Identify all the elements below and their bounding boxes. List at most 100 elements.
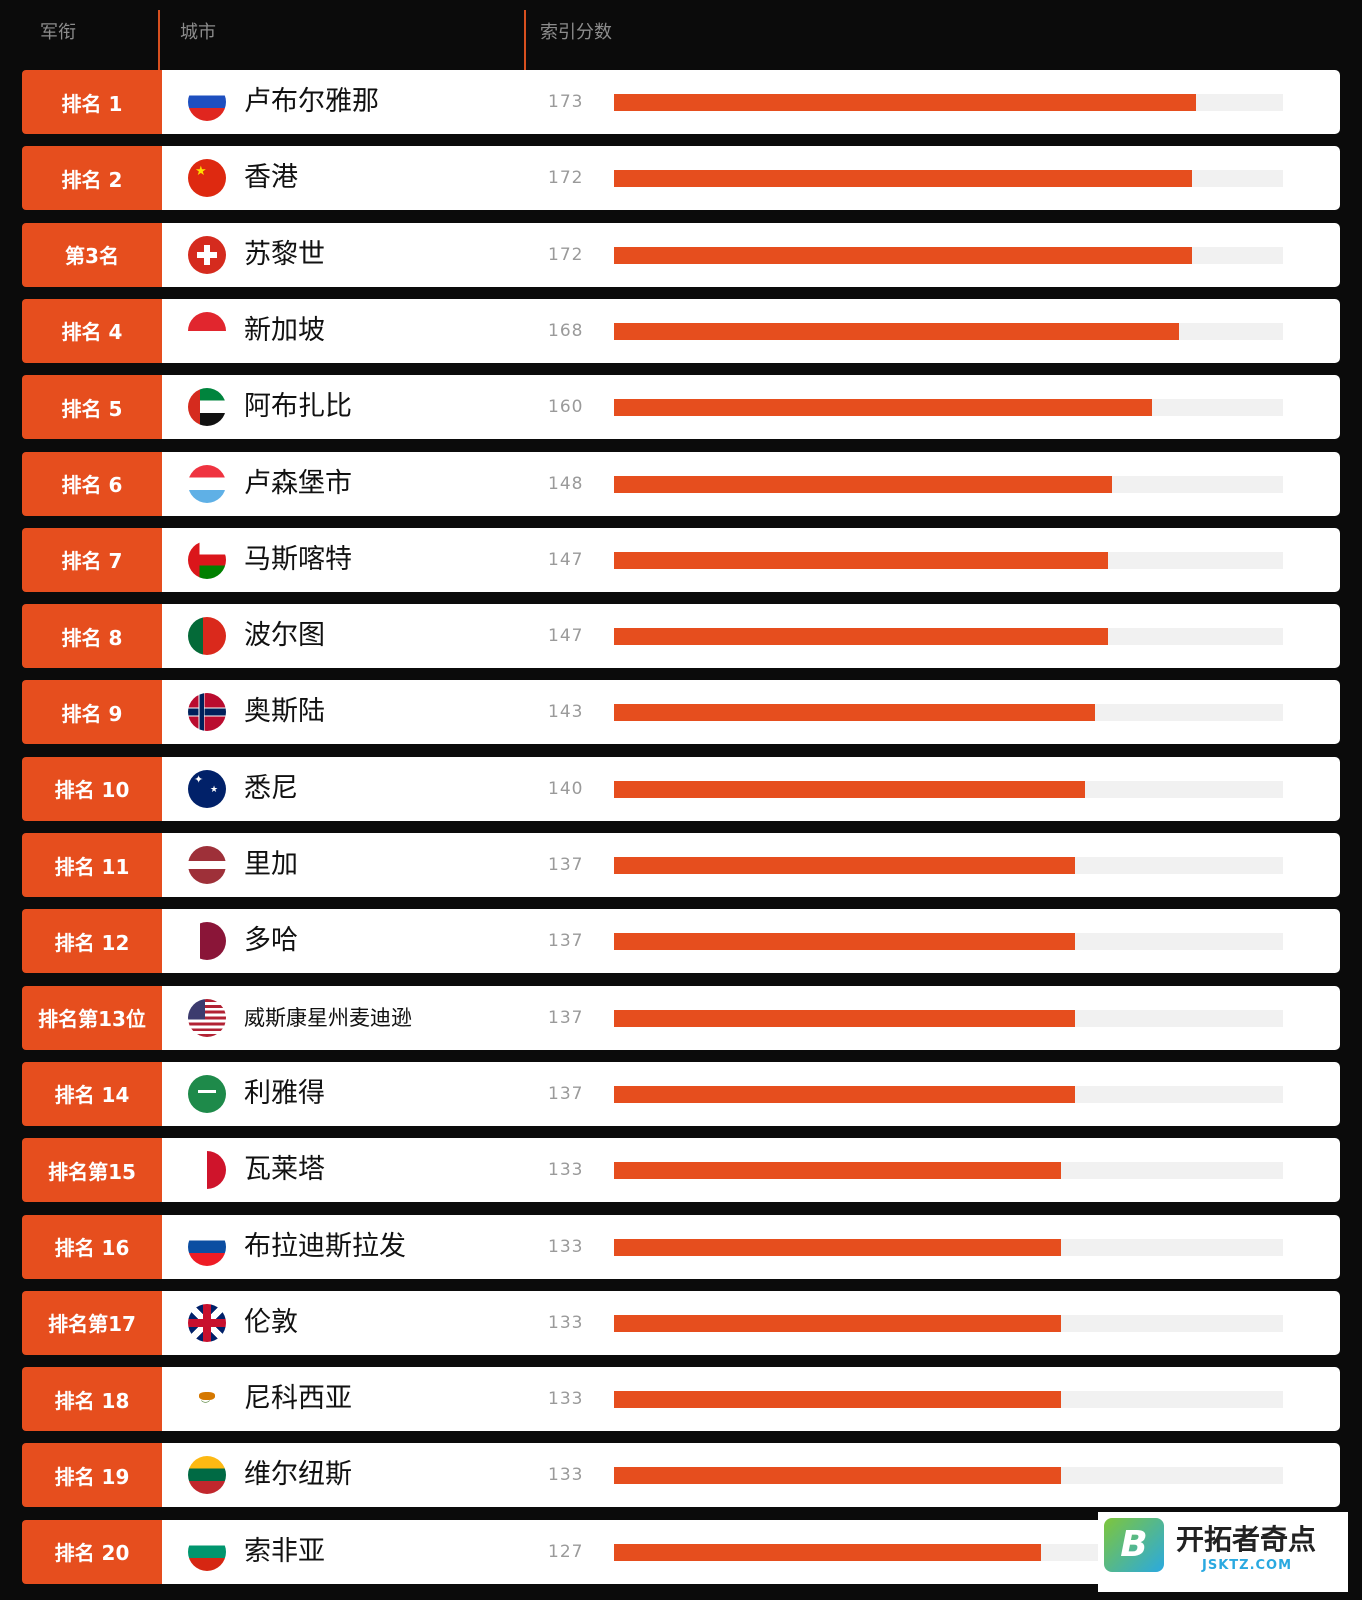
- city-label: 马斯喀特: [244, 543, 352, 575]
- score-value: 133: [548, 1465, 584, 1486]
- chart-row: 排名 7 马斯喀特 147: [22, 527, 1340, 592]
- bar-track: [614, 1391, 1283, 1409]
- score-value: 137: [548, 1007, 584, 1028]
- bar-track: [614, 475, 1283, 493]
- rank-label: 排名 11: [22, 833, 162, 897]
- table-header: 军衔 城市 索引分数: [0, 0, 1362, 72]
- watermark-brand: 开拓者奇点: [1176, 1523, 1317, 1556]
- rank-column-header: 军衔: [40, 22, 76, 43]
- saudi-arabia-flag-icon: [188, 1074, 226, 1113]
- bar: [614, 1238, 1062, 1256]
- portugal-flag-icon: [188, 617, 226, 656]
- chart-row: 排名 11 里加 137: [22, 833, 1340, 897]
- switzerland-flag-icon: [188, 235, 226, 274]
- bar: [614, 857, 1075, 874]
- bar-track: [614, 1009, 1283, 1027]
- watermark-logo: B 开拓者奇点 JSKTZ.COM: [1098, 1512, 1348, 1592]
- chart-row: 排名 12 多哈 137: [22, 909, 1340, 974]
- city-label: 阿布扎比: [244, 391, 352, 423]
- uae-flag-icon: [188, 388, 226, 427]
- rank-label: 第3名: [22, 222, 162, 287]
- bar: [614, 399, 1152, 417]
- bar-track: [614, 94, 1283, 111]
- bar: [614, 780, 1085, 798]
- score-value: 127: [548, 1541, 584, 1562]
- row-card: 瓦莱塔 133: [162, 1138, 1340, 1203]
- rank-label: 排名 12: [22, 909, 162, 974]
- bar: [614, 94, 1196, 111]
- bar: [614, 170, 1193, 188]
- row-card: 卢布尔雅那 173: [162, 70, 1340, 134]
- score-value: 140: [548, 778, 584, 799]
- bar: [614, 628, 1109, 646]
- chart-row: 排名 5 阿布扎比 160: [22, 375, 1340, 440]
- city-label: 索非亚: [244, 1535, 325, 1567]
- malta-flag-icon: [188, 1151, 226, 1190]
- row-card: 马斯喀特 147: [162, 527, 1340, 592]
- score-value: 147: [548, 549, 584, 570]
- bar-track: [614, 704, 1283, 722]
- oman-flag-icon: [188, 540, 226, 579]
- rank-label: 排名 20: [22, 1519, 162, 1584]
- score-value: 137: [548, 855, 584, 875]
- bar: [614, 1314, 1062, 1332]
- rank-label: 排名第15: [22, 1138, 162, 1203]
- bar-track: [614, 551, 1283, 569]
- row-card: 威斯康星州麦迪逊 137: [162, 985, 1340, 1050]
- chart-row: 排名第17 伦敦 133: [22, 1290, 1340, 1355]
- singapore-flag-icon: [188, 311, 226, 350]
- bar-track: [614, 246, 1283, 264]
- chart-row: 排名 1 卢布尔雅那 173: [22, 70, 1340, 134]
- chart-row: 排名 4 新加坡 168: [22, 298, 1340, 363]
- bar-track: [614, 322, 1283, 340]
- rank-label: 排名 14: [22, 1061, 162, 1126]
- rank-label: 排名 9: [22, 680, 162, 745]
- bar: [614, 933, 1075, 951]
- bar: [614, 475, 1112, 493]
- row-card: 卢森堡市 148: [162, 451, 1340, 516]
- bar-track: [614, 1162, 1283, 1180]
- chart-row: 排名 6 卢森堡市 148: [22, 451, 1340, 516]
- lithuania-flag-icon: [188, 1456, 226, 1495]
- score-value: 173: [548, 92, 584, 112]
- bar-track: [614, 1467, 1283, 1485]
- bar: [614, 1009, 1075, 1027]
- city-column-header: 城市: [180, 22, 216, 43]
- bar: [614, 322, 1179, 340]
- score-value: 148: [548, 473, 584, 494]
- chart-row: 排名 9 奥斯陆 143: [22, 680, 1340, 745]
- bar-track: [614, 399, 1283, 417]
- bar: [614, 1085, 1075, 1103]
- bar-track: [614, 1085, 1283, 1103]
- row-card: 波尔图 147: [162, 604, 1340, 669]
- city-label: 伦敦: [244, 1306, 298, 1338]
- bar: [614, 1162, 1062, 1180]
- city-label: 悉尼: [244, 772, 298, 804]
- rank-label: 排名 18: [22, 1367, 162, 1432]
- city-label: 布拉迪斯拉发: [244, 1230, 406, 1262]
- bar-track: [614, 780, 1283, 798]
- usa-flag-icon: [188, 998, 226, 1037]
- city-label: 苏黎世: [244, 238, 325, 270]
- rank-label: 排名 16: [22, 1214, 162, 1279]
- bar: [614, 1543, 1041, 1561]
- chart-row: 排名第15 瓦莱塔 133: [22, 1138, 1340, 1203]
- brand-badge-icon: B: [1104, 1518, 1164, 1572]
- slovenia-flag-icon: [188, 83, 226, 121]
- chart-row: 排名 2 ★ 香港 172: [22, 146, 1340, 211]
- city-label: 维尔纽斯: [244, 1459, 352, 1491]
- row-card: ︶ 尼科西亚 133: [162, 1367, 1340, 1432]
- bar: [614, 704, 1095, 722]
- score-value: 147: [548, 626, 584, 647]
- china-flag-icon: ★: [188, 159, 226, 198]
- row-card: 利雅得 137: [162, 1061, 1340, 1126]
- bar: [614, 1467, 1062, 1485]
- city-label: 卢布尔雅那: [244, 86, 379, 117]
- latvia-flag-icon: [188, 846, 226, 884]
- score-value: 168: [548, 320, 584, 341]
- rank-label: 排名 2: [22, 146, 162, 211]
- bar-track: [614, 933, 1283, 951]
- chart-row: 第3名 苏黎世 172: [22, 222, 1340, 287]
- rank-label: 排名 5: [22, 375, 162, 440]
- bar-track: [614, 1238, 1283, 1256]
